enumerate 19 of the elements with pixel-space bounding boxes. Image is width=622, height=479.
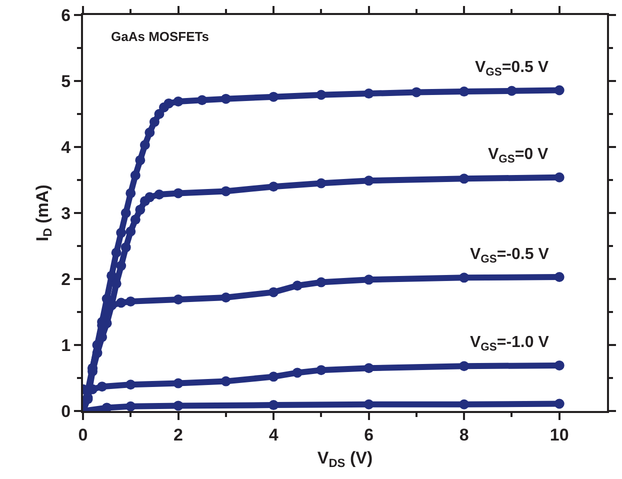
y-tick-label: 4 <box>61 138 72 157</box>
series-label: V$_{GS}$=0 V <box>488 146 549 166</box>
series-label: V$_{GS}$=-0.5 V <box>470 246 550 266</box>
x-tick-label: 2 <box>174 425 184 444</box>
x-tick-label: 0 <box>78 425 88 444</box>
x-tick-label: 6 <box>364 425 374 444</box>
y-tick-label: 0 <box>61 402 71 421</box>
y-tick-label: 3 <box>61 204 71 223</box>
x-axis-title: V$_{DS}$ (V) <box>317 448 373 470</box>
series-label: V$_{GS}$=-1.0 V <box>470 334 550 354</box>
x-tick-label: 10 <box>550 425 569 444</box>
y-tick-label: 5 <box>61 72 71 91</box>
y-tick-label: 1 <box>61 336 71 355</box>
x-tick-label: 4 <box>268 425 279 444</box>
y-tick-label: 2 <box>61 270 71 289</box>
x-tick-label: 8 <box>459 425 469 444</box>
annotation: GaAs MOSFETs <box>111 29 210 44</box>
y-tick-label: 6 <box>61 6 71 25</box>
series-label: V$_{GS}$=0.5 V <box>475 59 549 78</box>
